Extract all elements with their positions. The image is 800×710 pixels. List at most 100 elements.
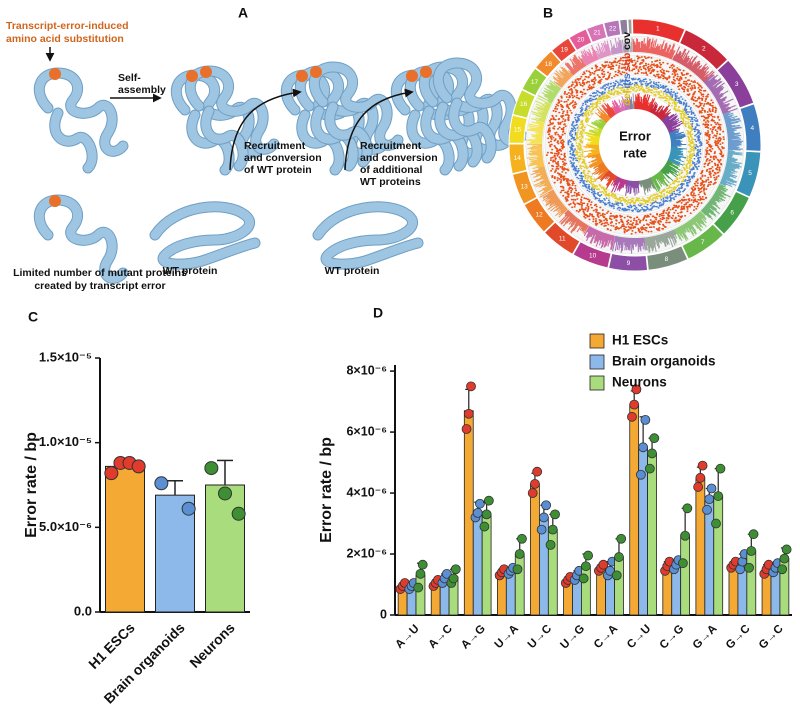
y-tick-label: 6×10⁻⁶ xyxy=(346,424,387,438)
substitution-track xyxy=(632,55,669,80)
coverage-track xyxy=(703,74,738,115)
data-point xyxy=(627,411,637,422)
chromosome-segment xyxy=(512,89,536,119)
substitution-track xyxy=(664,64,702,96)
y-tick-label: 4×10⁻⁶ xyxy=(346,485,387,499)
center-label: rate xyxy=(623,145,647,160)
chromosome-segment xyxy=(572,240,612,269)
track-ring xyxy=(566,76,704,214)
chromosome-segment xyxy=(534,50,562,78)
insertion-track xyxy=(602,197,623,211)
deletion-track xyxy=(582,170,597,187)
error-rate-track xyxy=(649,101,672,121)
panel-b: B 12345678910111213141516171819202122Err… xyxy=(508,5,762,272)
substitution-track xyxy=(642,209,671,233)
data-point xyxy=(417,559,428,570)
data-point xyxy=(748,529,759,540)
panel-label: D xyxy=(373,305,383,321)
data-point xyxy=(532,466,543,477)
insertion-track xyxy=(659,84,684,104)
insertion-track xyxy=(633,78,662,90)
deletion-track xyxy=(686,125,696,149)
legend-label: Neurons xyxy=(612,375,667,390)
wt-label: WT protein xyxy=(325,265,380,277)
data-point xyxy=(545,539,556,550)
error-rate-track xyxy=(623,96,631,111)
panel-a: A Transcript-error-induced amino acid su… xyxy=(6,5,522,292)
x-tick-label: G→C xyxy=(757,623,786,652)
data-point xyxy=(517,533,527,544)
error-rate-track xyxy=(594,107,612,124)
chromosome-label: 5 xyxy=(748,170,752,177)
coverage-track xyxy=(628,37,633,53)
coverage-track xyxy=(530,166,553,196)
bar xyxy=(746,550,757,616)
data-point xyxy=(583,550,594,561)
chromosome-segment xyxy=(523,197,556,233)
chromosome-label: 20 xyxy=(577,36,585,43)
chromosome-label: 16 xyxy=(520,101,528,108)
chromosome-segment xyxy=(619,18,629,36)
substitution-track xyxy=(690,85,718,122)
insertion-track xyxy=(689,147,702,171)
substitution-track xyxy=(548,105,570,127)
step-label: Recruitment xyxy=(244,140,306,152)
wt-label: WT protein xyxy=(163,265,218,277)
data-point xyxy=(779,553,790,564)
chromosome-label: 19 xyxy=(561,47,569,54)
insertion-track xyxy=(626,80,632,86)
insertion-track xyxy=(618,78,628,86)
bar xyxy=(695,477,706,616)
deletion-track xyxy=(633,84,659,97)
chromosome-label: 18 xyxy=(545,61,553,68)
error-rate-track xyxy=(661,113,684,134)
bar xyxy=(530,483,540,616)
bar xyxy=(463,410,474,616)
deletion-track xyxy=(605,90,615,100)
chromosome-segment xyxy=(646,245,689,271)
coverage-track xyxy=(722,111,744,151)
data-point xyxy=(647,448,657,459)
data-point xyxy=(541,500,552,511)
oligomer xyxy=(286,66,398,170)
track-label: ins xyxy=(621,73,633,88)
data-point xyxy=(635,469,646,480)
substitution-track xyxy=(624,55,631,75)
chromosome-segment xyxy=(735,150,762,198)
chromosome-label: 12 xyxy=(536,211,544,218)
data-point xyxy=(695,472,706,483)
chromosome-segment xyxy=(508,114,528,144)
chromosome-label: 13 xyxy=(521,184,529,191)
coverage-track xyxy=(612,235,646,254)
data-point xyxy=(538,512,549,523)
data-point xyxy=(461,424,472,434)
substitution-track xyxy=(571,196,598,221)
y-tick-label: 1.5×10⁻⁵ xyxy=(39,349,92,364)
coverage-track xyxy=(531,97,552,123)
x-tick-label: U→C xyxy=(526,623,554,651)
data-point xyxy=(547,524,558,535)
insertion-track xyxy=(588,187,606,203)
chromosome-label: 22 xyxy=(609,25,617,32)
y-tick-label: 2×10⁻⁶ xyxy=(346,546,387,560)
data-point xyxy=(611,570,622,581)
deletion-track xyxy=(574,131,584,145)
coverage-track xyxy=(595,40,612,60)
panel-label: C xyxy=(28,309,38,325)
panel-label: A xyxy=(238,5,248,21)
data-point xyxy=(479,521,490,532)
chromosome-segment xyxy=(716,59,755,109)
x-tick-label: C→U xyxy=(625,623,653,651)
error-rate-track xyxy=(649,170,670,192)
substitution-track xyxy=(686,175,717,208)
coverage-track xyxy=(609,37,624,55)
insertion-track xyxy=(567,143,577,160)
substitution-track xyxy=(616,214,645,235)
data-point xyxy=(413,582,424,593)
insertion-track xyxy=(574,104,588,118)
deletion-track xyxy=(672,166,689,187)
data-point xyxy=(483,495,494,506)
data-point xyxy=(629,399,640,410)
coverage-track xyxy=(526,120,545,144)
arrow xyxy=(344,88,414,171)
